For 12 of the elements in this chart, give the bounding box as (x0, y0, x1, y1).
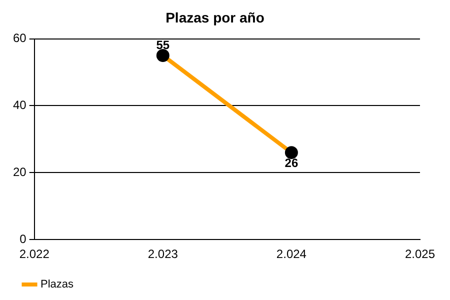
x-tick-label: 2.023 (148, 247, 178, 262)
y-tick-label: 0 (20, 232, 27, 246)
data-label: 55 (156, 38, 170, 52)
legend-label: Plazas (40, 278, 74, 291)
chart-title: Plazas por año (166, 9, 264, 26)
data-label: 26 (284, 156, 298, 170)
y-tick-label: 20 (12, 164, 27, 179)
y-tick-label: 60 (12, 31, 27, 46)
x-tick-label: 2.022 (19, 247, 50, 262)
y-tick-label: 40 (12, 98, 27, 112)
x-tick-label: 2.025 (404, 247, 436, 262)
x-tick-label: 2.024 (276, 247, 307, 262)
